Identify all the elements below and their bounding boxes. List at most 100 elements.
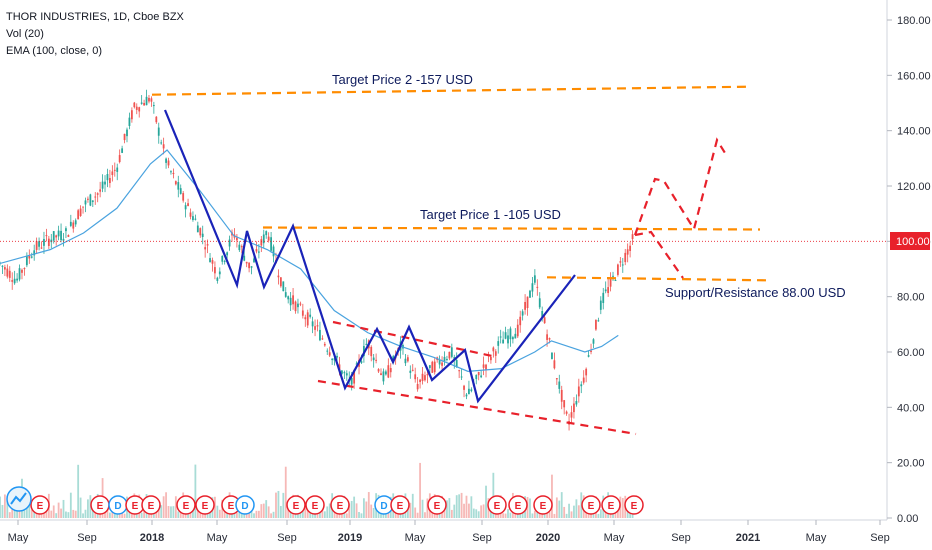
volume-bar bbox=[507, 509, 509, 518]
earnings-marker[interactable]: E bbox=[286, 495, 306, 515]
candle-body bbox=[551, 352, 553, 359]
candle-body bbox=[204, 247, 207, 250]
candle-body bbox=[450, 347, 453, 357]
candle-body bbox=[104, 181, 106, 185]
earnings-marker[interactable]: E bbox=[487, 495, 507, 515]
candle-body bbox=[380, 373, 382, 376]
earnings-marker[interactable]: E bbox=[508, 495, 528, 515]
volume-bar bbox=[109, 512, 111, 518]
candle-body bbox=[406, 357, 409, 362]
candle-body bbox=[6, 268, 9, 277]
earnings-marker[interactable]: E bbox=[176, 495, 196, 515]
candle-body bbox=[590, 350, 592, 352]
volume-bar bbox=[502, 513, 505, 518]
time-axis[interactable]: May Sep 2018 May Sep 2019 May Sep 2020 May Sep 2021… bbox=[8, 520, 890, 544]
x-tick-label: May bbox=[8, 532, 29, 544]
tradingview-logo-icon bbox=[6, 486, 32, 512]
candle-body bbox=[384, 371, 387, 375]
candle-body bbox=[228, 239, 231, 247]
volume-bar bbox=[67, 512, 70, 518]
volume-bar bbox=[470, 496, 473, 518]
candle-body bbox=[297, 303, 299, 308]
candle-body bbox=[375, 359, 378, 361]
volume-bar bbox=[531, 513, 534, 518]
volume-bar bbox=[409, 502, 412, 518]
candle-body bbox=[133, 102, 136, 108]
candle-body bbox=[416, 383, 419, 390]
volume-bar bbox=[306, 510, 309, 518]
earnings-marker[interactable]: E bbox=[624, 495, 644, 515]
candle-body bbox=[599, 300, 602, 310]
dividend-marker[interactable]: D bbox=[108, 495, 128, 515]
support-resistance-label: Support/Resistance 88.00 USD bbox=[665, 285, 846, 300]
candle-body bbox=[409, 370, 412, 373]
candle-body bbox=[455, 360, 458, 367]
candle-body bbox=[277, 275, 280, 278]
volume-bar bbox=[72, 509, 75, 518]
earnings-marker[interactable]: E bbox=[195, 495, 215, 515]
volume-bar bbox=[477, 511, 480, 518]
candle-body bbox=[155, 116, 158, 123]
candle-body bbox=[16, 278, 18, 281]
candle-body bbox=[245, 261, 248, 264]
volume-bar bbox=[236, 512, 238, 518]
volume-bar bbox=[87, 499, 89, 518]
candle-body bbox=[1, 265, 4, 267]
volume-bar bbox=[157, 506, 160, 518]
volume-bar bbox=[568, 503, 570, 518]
candle-body bbox=[79, 208, 82, 216]
earnings-marker[interactable]: E bbox=[141, 495, 161, 515]
x-tick-label: 2018 bbox=[140, 532, 164, 544]
earnings-marker[interactable]: E bbox=[427, 495, 447, 515]
volume-bar bbox=[490, 507, 492, 518]
dividend-marker[interactable]: D bbox=[235, 495, 255, 515]
candle-body bbox=[499, 336, 502, 338]
candle-body bbox=[387, 365, 390, 378]
x-tick-label: Sep bbox=[671, 532, 691, 544]
candle-body bbox=[414, 374, 417, 380]
candle-body bbox=[118, 155, 121, 163]
price-axis[interactable]: 180.00 160.00 140.00 120.00 100.00 80.00 60.00… bbox=[887, 15, 931, 525]
earnings-marker[interactable]: E bbox=[330, 495, 350, 515]
earnings-marker[interactable]: E bbox=[390, 495, 410, 515]
candle-body bbox=[77, 210, 80, 220]
candle-body bbox=[311, 321, 314, 327]
candle-body bbox=[482, 364, 485, 368]
candle-body bbox=[270, 237, 272, 251]
volume-bar bbox=[577, 505, 580, 518]
earnings-marker[interactable]: E bbox=[581, 495, 601, 515]
candle-body bbox=[492, 347, 495, 352]
candle-body bbox=[326, 350, 329, 352]
candle-body bbox=[597, 320, 600, 322]
candle-body bbox=[60, 230, 62, 241]
volume-bar bbox=[82, 513, 84, 518]
volume-bar bbox=[189, 511, 192, 518]
candle-body bbox=[135, 106, 138, 110]
candle-body bbox=[130, 110, 133, 120]
candle-body bbox=[250, 266, 253, 268]
earnings-marker[interactable]: E bbox=[533, 495, 553, 515]
svg-text:E: E bbox=[608, 501, 615, 512]
candle-body bbox=[343, 372, 346, 374]
volume-bar bbox=[482, 504, 485, 518]
earnings-marker[interactable]: E bbox=[30, 495, 50, 515]
candle-body bbox=[624, 252, 627, 263]
volume-bar bbox=[414, 507, 417, 518]
candle-body bbox=[138, 107, 141, 112]
volume-bar bbox=[18, 511, 21, 518]
candle-body bbox=[592, 339, 595, 344]
earnings-marker[interactable]: E bbox=[601, 495, 621, 515]
earnings-marker[interactable]: E bbox=[305, 495, 325, 515]
candle-body bbox=[148, 97, 150, 102]
volume-bar bbox=[426, 498, 429, 518]
candle-body bbox=[538, 298, 541, 308]
candle-body bbox=[292, 295, 294, 305]
candle-body bbox=[145, 96, 148, 106]
volume-bar bbox=[304, 508, 307, 518]
candle-body bbox=[172, 172, 175, 175]
candle-body bbox=[631, 234, 634, 240]
x-tick-label: 2020 bbox=[536, 532, 560, 544]
earnings-marker[interactable]: E bbox=[90, 495, 110, 515]
